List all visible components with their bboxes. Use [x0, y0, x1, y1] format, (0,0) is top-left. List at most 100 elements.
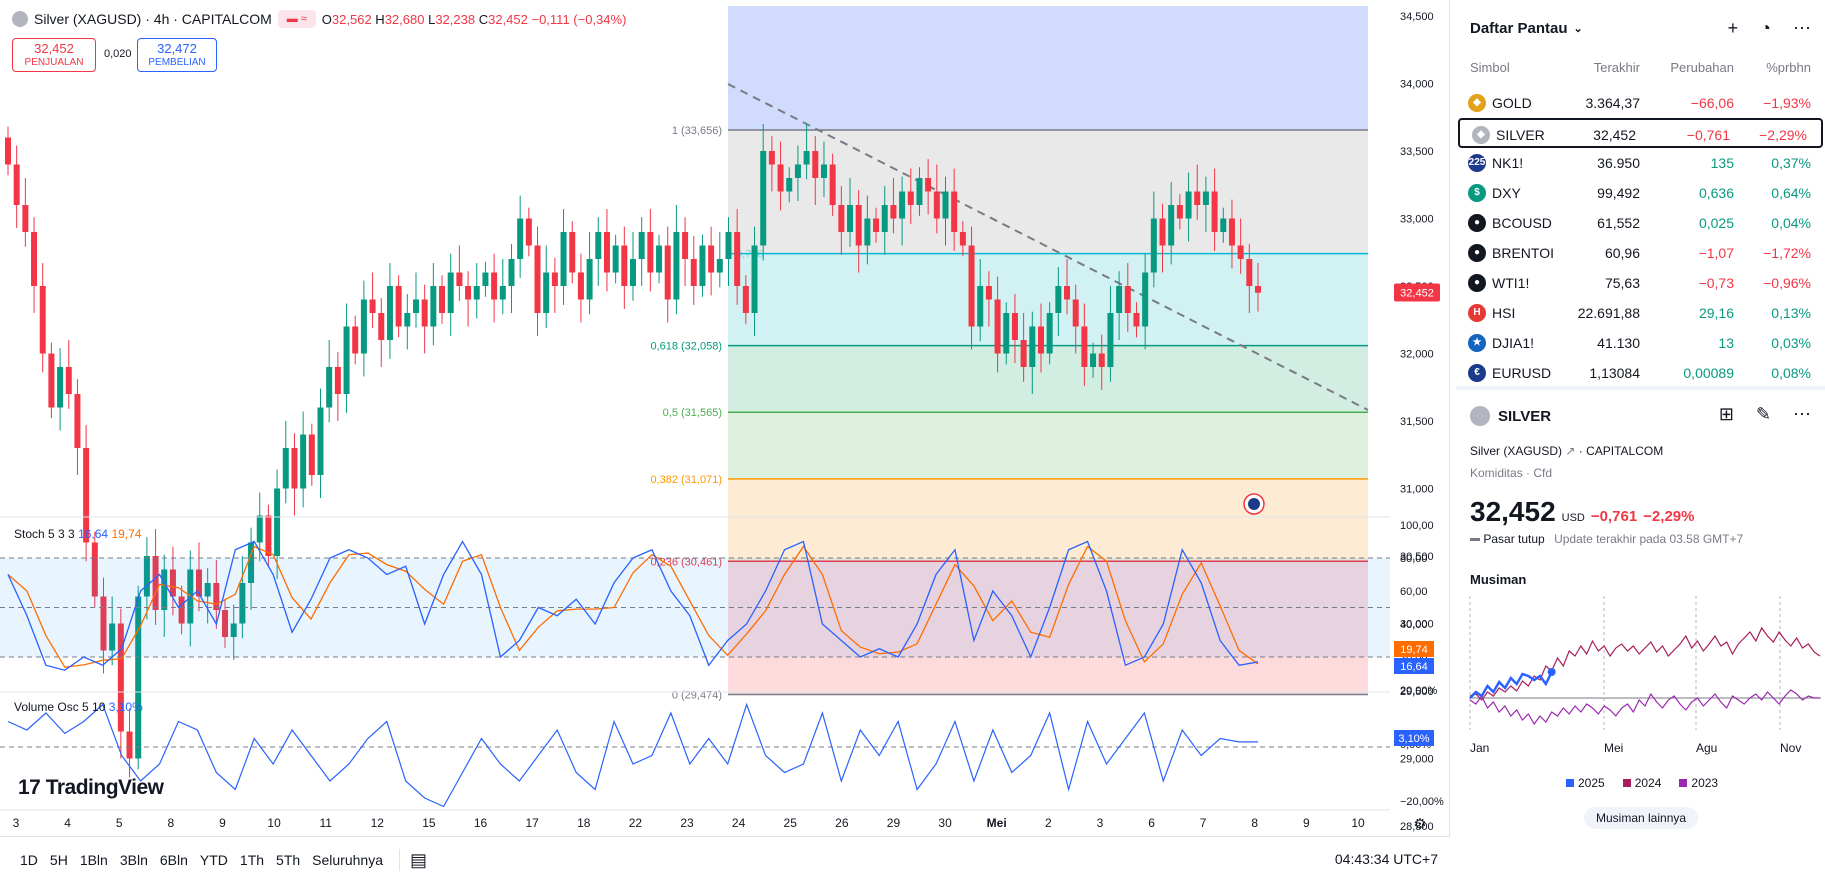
edit-icon[interactable]: ✎ [1755, 404, 1771, 424]
volosc-line [7, 702, 1258, 808]
candle-body [951, 191, 958, 232]
tradingview-logo-icon: 17 [18, 776, 41, 799]
candle-body [560, 232, 567, 286]
symbol-icon: ● [1468, 214, 1486, 232]
candle-body [378, 313, 385, 340]
season-legend-2025[interactable]: 2025 [1566, 776, 1605, 790]
watchlist-title[interactable]: Daftar Pantau ⌄ [1470, 20, 1583, 37]
watchlist-row-hsi[interactable]: H HSI 22.691,88 29,16 0,13% [1456, 298, 1825, 328]
watchlist-row-gold[interactable]: ◆ GOLD 3.364,37 −66,06 −1,93% [1456, 88, 1825, 118]
candle-body [751, 245, 758, 313]
fib-zone [728, 345, 1368, 413]
timeframe-seluruhnya[interactable]: Seluruhnya [312, 852, 383, 868]
candle-body [1037, 326, 1044, 354]
settings-gear-icon[interactable]: ⚙ [1413, 816, 1426, 833]
candle-body [152, 556, 159, 610]
candle-body [638, 232, 645, 259]
candle-body [439, 286, 446, 313]
watchlist-row-bcousd[interactable]: ● BCOUSD 61,552 0,025 0,04% [1456, 208, 1825, 238]
timeframe-3bln[interactable]: 3Bln [119, 852, 148, 868]
chart-area[interactable]: 1 (33,656) 0,618 (32,058) 0,5 (31,565) 0,38… [0, 0, 1450, 836]
external-link-icon[interactable]: ↗ [1565, 444, 1576, 458]
season-legend-2023[interactable]: 2023 [1679, 776, 1718, 790]
volosc-axis-label: 20,00% [1400, 685, 1438, 697]
watchlist-row-nk1[interactable]: 225 NK1! 36.950 135 0,37% [1456, 148, 1825, 178]
col-symbol[interactable]: Simbol [1470, 60, 1510, 75]
more-seasonal-button[interactable]: Musiman lainnya [1584, 807, 1699, 829]
pie-chart-icon[interactable]: ◔ [1760, 18, 1771, 38]
watchlist-last: 41.130 [1597, 335, 1640, 351]
candle-body [933, 191, 940, 219]
details-fullname[interactable]: Silver (XAGUSD) [1470, 444, 1563, 458]
watchlist-row-djia1[interactable]: ★ DJIA1! 41.130 13 0,03% [1456, 328, 1825, 358]
candle-body [551, 272, 558, 286]
watchlist-row-wti1[interactable]: ● WTI1! 75,63 −0,73 −0,96% [1456, 268, 1825, 298]
candle-body [473, 286, 480, 300]
timeframe-5h[interactable]: 5H [49, 852, 68, 868]
more-icon[interactable]: ⋯ [1793, 18, 1811, 38]
main-chart-svg[interactable]: 1 (33,656) 0,618 (32,058) 0,5 (31,565) 0,38… [0, 0, 1450, 836]
date-range-icon[interactable]: ▤ [409, 849, 427, 870]
sell-button[interactable]: 32,452 PENJUALAN [12, 38, 96, 72]
market-closed-icon [1470, 538, 1480, 542]
symbol-icon: H [1468, 304, 1486, 322]
watchlist-last: 1,13084 [1589, 365, 1640, 381]
price-axis-label: 33,500 [1400, 146, 1434, 158]
candle-body [656, 245, 663, 273]
watchlist-row-eurusd[interactable]: € EURUSD 1,13084 0,00089 0,08% [1456, 358, 1825, 388]
symbol-icon: ● [1468, 274, 1486, 292]
watchlist-symbol: DJIA1! [1492, 335, 1535, 351]
volosc-tag-label: 3,10% [1398, 733, 1429, 745]
candle-body [647, 232, 654, 273]
watchlist-change: 0,00089 [1683, 365, 1734, 381]
grid-icon[interactable]: ⊞ [1718, 404, 1734, 424]
seasonal-chart[interactable]: Jan Mei Agu Nov [1456, 596, 1825, 756]
chart-title[interactable]: Silver (XAGUSD) · 4h · CAPITALCOM [34, 11, 272, 27]
watchlist-change: 29,16 [1698, 305, 1734, 321]
time-axis-label: 24 [732, 816, 746, 830]
price-axis-label: 34,000 [1400, 79, 1434, 91]
clock[interactable]: 04:43:34 UTC+7 [1334, 851, 1438, 867]
watchlist-pct: −2,29% [1759, 127, 1807, 143]
candle-body [274, 488, 281, 556]
watchlist-pct: −1,93% [1763, 95, 1811, 111]
indicator-toggle-icon[interactable]: ▬ ≈ [277, 10, 316, 28]
price-axis-label: 31,500 [1400, 416, 1434, 428]
candle-body [803, 151, 810, 165]
timeframe-1th[interactable]: 1Th [239, 852, 265, 868]
col-last[interactable]: Terakhir [1593, 60, 1640, 75]
price-axis-label: 30,000 [1400, 619, 1434, 631]
candle-body [22, 205, 29, 232]
spread-value: 0,020 [104, 48, 132, 60]
col-change[interactable]: Perubahan [1670, 60, 1734, 75]
buy-button[interactable]: 32,472 PEMBELIAN [137, 38, 217, 72]
timeframe-5th[interactable]: 5Th [276, 852, 301, 868]
trend-line[interactable] [727, 83, 1369, 411]
panel-divider[interactable] [1456, 386, 1825, 390]
timeframe-1d[interactable]: 1D [20, 852, 38, 868]
watchlist-row-brentoi[interactable]: ● BRENTOI 60,96 −1,07 −1,72% [1456, 238, 1825, 268]
stoch-legend: Stoch 5 3 3 16,64 19,74 [14, 527, 142, 541]
candle-body [421, 299, 428, 327]
watchlist-last: 36.950 [1597, 155, 1640, 171]
candle-body [360, 299, 367, 354]
more-details-icon[interactable]: ⋯ [1793, 404, 1811, 424]
watchlist-pct: 0,03% [1771, 335, 1811, 351]
time-axis-label: 15 [422, 816, 436, 830]
time-axis-label: 8 [168, 816, 175, 830]
time-axis-label: 26 [835, 816, 849, 830]
watchlist-pct: 0,37% [1771, 155, 1811, 171]
timeframe-6bln[interactable]: 6Bln [159, 852, 188, 868]
col-pct[interactable]: %prbhn [1766, 60, 1811, 75]
watchlist-row-silver[interactable]: ◆ SILVER 32,452 −0,761 −2,29% [1458, 118, 1823, 148]
candle-body [1168, 205, 1175, 246]
timeframe-1bln[interactable]: 1Bln [79, 852, 108, 868]
add-symbol-icon[interactable]: + [1727, 18, 1739, 38]
candle-body [352, 326, 359, 354]
season-legend-2024[interactable]: 2024 [1622, 776, 1661, 790]
fib-level-label: 0,382 (31,071) [650, 474, 722, 486]
time-axis-label: 9 [219, 816, 226, 830]
symbol-icon: ★ [1468, 334, 1486, 352]
timeframe-ytd[interactable]: YTD [199, 852, 228, 868]
watchlist-row-dxy[interactable]: $ DXY 99,492 0,636 0,64% [1456, 178, 1825, 208]
